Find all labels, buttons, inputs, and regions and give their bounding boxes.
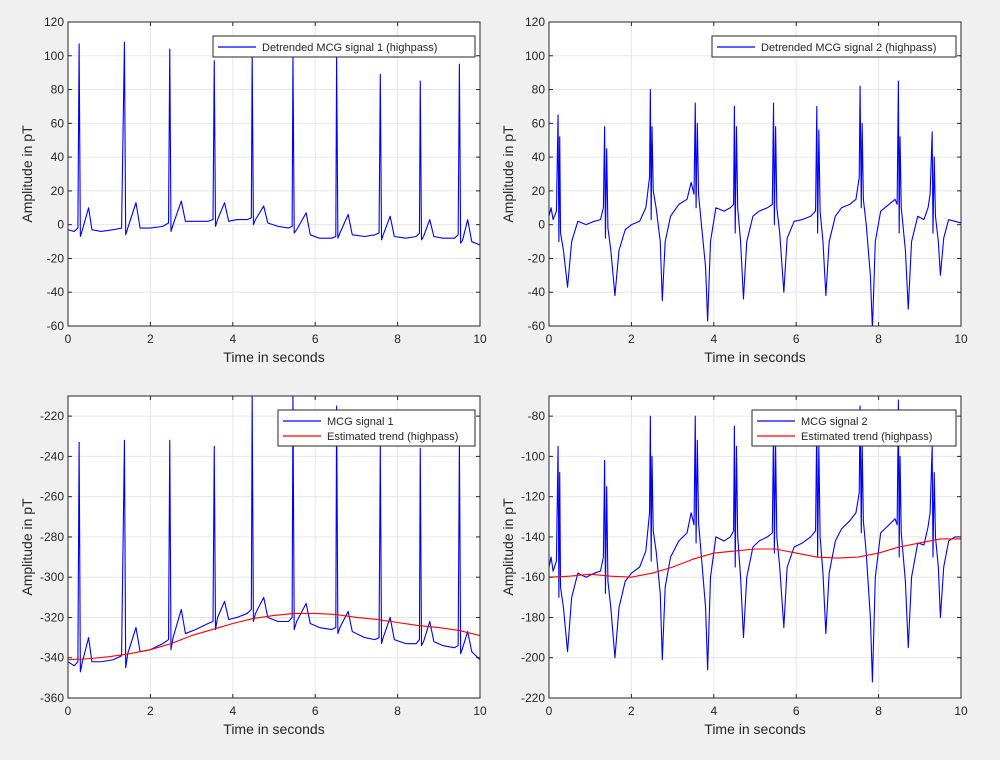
y-tick-label: 80 [532,83,546,97]
y-axis-label: Amplitude in pT [500,498,516,596]
x-axis-label: Time in seconds [704,349,805,365]
legend-entry-label: MCG signal 1 [327,416,394,428]
x-tick-label: 0 [546,704,553,718]
x-tick-label: 4 [710,332,717,346]
axes-box [67,21,481,327]
x-tick-label: 2 [628,332,635,346]
series-line-2 [549,538,961,578]
axes-box [67,395,481,699]
x-tick-label: 8 [875,704,882,718]
axes-box [548,21,962,327]
y-tick-label: 20 [532,184,546,198]
x-tick-label: 6 [793,704,800,718]
y-tick-label: 80 [51,83,65,97]
y-tick-label: -140 [521,530,545,544]
y-tick-label: 60 [532,116,546,130]
legend: Detrended MCG signal 2 (highpass) [711,35,957,58]
y-tick-label: -280 [40,530,64,544]
x-tick-label: 4 [229,704,236,718]
legend-box [711,35,957,58]
x-tick-label: 6 [312,332,319,346]
series-line-1 [549,80,961,326]
y-tick-label: -40 [47,285,65,299]
plot-area [549,22,961,326]
y-tick-label: -120 [521,490,545,504]
y-tick-label: -80 [528,409,546,423]
x-tick-label: 8 [394,332,401,346]
x-tick-label: 10 [473,332,487,346]
x-tick-label: 0 [65,332,72,346]
legend: Detrended MCG signal 1 (highpass) [212,35,476,58]
x-tick-label: 2 [147,332,154,346]
y-tick-label: -360 [40,691,64,705]
chart-top-left: 0 2 4 6 8 10 -60 -40 -20 0 20 40 60 80 100 120 Time in s… [19,15,487,365]
x-tick-label: 8 [394,704,401,718]
y-tick-label: -40 [528,285,546,299]
legend: MCG signal 1 Estimated trend (highpass) [277,409,476,447]
axes-box [548,395,962,699]
y-tick-label: -300 [40,570,64,584]
y-tick-label: 40 [51,150,65,164]
y-tick-label: -240 [40,449,64,463]
x-tick-label: 2 [628,704,635,718]
x-tick-label: 6 [793,332,800,346]
y-axis-label: Amplitude in pT [19,125,35,223]
y-tick-label: 0 [57,218,64,232]
chart-bottom-left: 0 2 4 6 8 10 -360 -340 -320 -300 -280 -260 -240 -220 T… [19,395,487,737]
y-tick-label: -200 [521,651,545,665]
y-tick-label: 100 [44,49,64,63]
y-axis-label: Amplitude in pT [19,498,35,596]
legend-box [751,409,957,447]
x-tick-label: 6 [312,704,319,718]
legend-entry-label: Detrended MCG signal 1 (highpass) [262,42,437,54]
y-tick-label: -60 [47,319,65,333]
x-axis-label: Time in seconds [223,349,324,365]
legend: MCG signal 2 Estimated trend (highpass) [751,409,957,447]
y-tick-label: 100 [525,49,545,63]
legend-entry-label: MCG signal 2 [801,416,868,428]
series-line-1 [68,396,480,673]
y-tick-label: -20 [528,251,546,265]
x-axis-label: Time in seconds [223,721,324,737]
y-tick-label: 0 [538,218,545,232]
x-tick-label: 2 [147,704,154,718]
legend-box [277,409,476,447]
series-line-2 [68,612,480,661]
x-axis-label: Time in seconds [704,721,805,737]
series-line-1 [68,41,480,246]
x-tick-label: 0 [546,332,553,346]
y-tick-label: -340 [40,651,64,665]
plot-area [68,22,480,326]
y-axis-label: Amplitude in pT [500,125,516,223]
y-tick-label: -220 [521,691,545,705]
y-tick-label: 60 [51,116,65,130]
legend-entry-label: Estimated trend (highpass) [801,431,932,443]
chart-top-right: 0 2 4 6 8 10 -60 -40 -20 0 20 40 60 80 100 120 Time in s… [500,15,968,365]
chart-bottom-right: 0 2 4 6 8 10 -220 -200 -180 -160 -140 -120 -100 -80 Ti… [500,395,968,737]
y-tick-label: -260 [40,490,64,504]
legend-box [212,35,476,58]
y-tick-label: -60 [528,319,546,333]
x-tick-label: 4 [710,704,717,718]
y-tick-label: -20 [47,251,65,265]
y-tick-label: -160 [521,570,545,584]
y-tick-label: -320 [40,610,64,624]
y-tick-label: 20 [51,184,65,198]
legend-entry-label: Estimated trend (highpass) [327,431,458,443]
y-tick-label: 120 [44,15,64,29]
x-tick-label: 4 [229,332,236,346]
y-tick-label: -100 [521,449,545,463]
x-tick-label: 10 [954,704,968,718]
y-tick-label: 120 [525,15,545,29]
x-tick-label: 0 [65,704,72,718]
x-tick-label: 8 [875,332,882,346]
x-tick-label: 10 [954,332,968,346]
legend-entry-label: Detrended MCG signal 2 (highpass) [761,42,936,54]
x-tick-label: 10 [473,704,487,718]
y-tick-label: -180 [521,610,545,624]
y-tick-label: 40 [532,150,546,164]
y-tick-label: -220 [40,409,64,423]
